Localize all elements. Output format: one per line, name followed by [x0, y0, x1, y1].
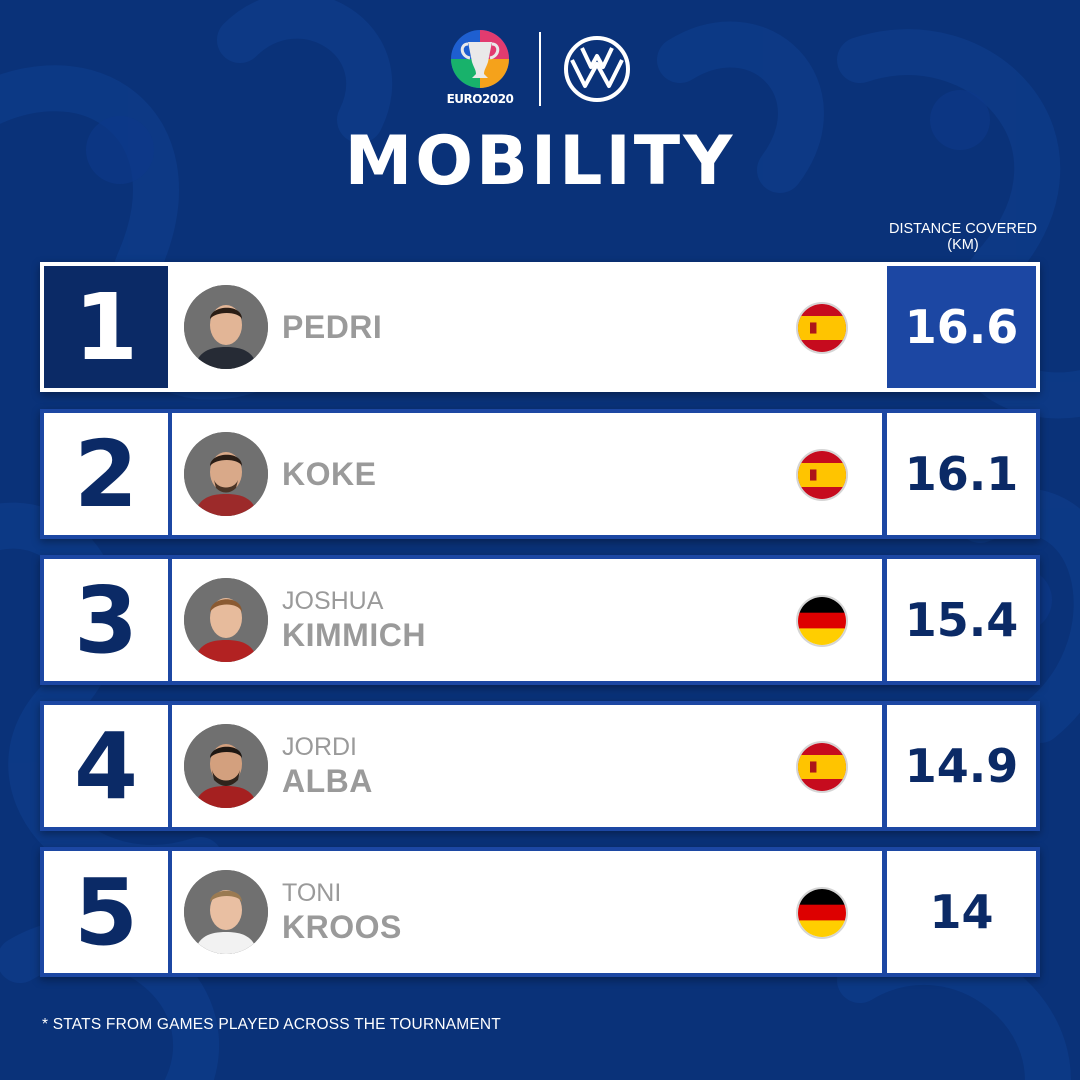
player-cell: JOSHUA KIMMICH [172, 559, 882, 681]
player-cell: JORDI ALBA [172, 705, 882, 827]
euro2020-wordmark: EURO2020 [446, 92, 514, 106]
player-avatar [184, 870, 268, 954]
leaderboard-row-5: 5 TONI KROOS 14 [40, 847, 1040, 977]
player-name: KOKE [282, 413, 376, 535]
distance-value: 14 [887, 851, 1036, 973]
distance-value: 16.6 [887, 266, 1036, 388]
page-title: MOBILITY [344, 122, 736, 201]
player-first-name: TONI [282, 879, 342, 907]
player-last-name: ALBA [282, 763, 373, 799]
leaderboard-row-3: 3 JOSHUA KIMMICH 15.4 [40, 555, 1040, 685]
distance-value: 15.4 [887, 559, 1036, 681]
volkswagen-logo-icon [562, 34, 632, 104]
euro2020-trophy-icon [448, 28, 512, 110]
player-avatar [184, 285, 268, 369]
player-name: PEDRI [282, 266, 382, 388]
column-header-distance: DISTANCE COVERED (KM) [889, 221, 1037, 253]
player-first-name: JORDI [282, 733, 357, 761]
player-name: JORDI ALBA [282, 705, 373, 827]
player-avatar [184, 578, 268, 662]
player-avatar [184, 724, 268, 808]
rank-number: 1 [44, 266, 168, 388]
rank-number: 2 [44, 413, 168, 535]
germany-flag-icon [796, 595, 848, 647]
player-name: TONI KROOS [282, 851, 402, 973]
footnote: * STATS FROM GAMES PLAYED ACROSS THE TOU… [42, 1016, 501, 1033]
spain-flag-icon [796, 741, 848, 793]
player-last-name: KOKE [282, 456, 377, 492]
rank-number: 5 [44, 851, 168, 973]
rank-number: 3 [44, 559, 168, 681]
player-avatar [184, 432, 268, 516]
spain-flag-icon [796, 302, 848, 354]
germany-flag-icon [796, 887, 848, 939]
player-first-name: JOSHUA [282, 587, 384, 615]
player-last-name: KROOS [282, 909, 402, 945]
leaderboard-row-4: 4 JORDI ALBA 14.9 [40, 701, 1040, 831]
player-last-name: PEDRI [282, 309, 383, 345]
player-name: JOSHUA KIMMICH [282, 559, 426, 681]
leaderboard-row-2: 2 KOKE 16.1 [40, 409, 1040, 539]
rank-number: 4 [44, 705, 168, 827]
player-last-name: KIMMICH [282, 617, 426, 653]
spain-flag-icon [796, 449, 848, 501]
leaderboard-row-1: 1 PEDRI 16.6 [40, 262, 1040, 392]
player-cell: KOKE [172, 413, 882, 535]
logo-divider [539, 32, 541, 106]
player-cell: TONI KROOS [172, 851, 882, 973]
player-cell: PEDRI [172, 266, 882, 388]
distance-value: 14.9 [887, 705, 1036, 827]
sponsor-logo-bar: EURO2020 [440, 28, 640, 110]
distance-value: 16.1 [887, 413, 1036, 535]
